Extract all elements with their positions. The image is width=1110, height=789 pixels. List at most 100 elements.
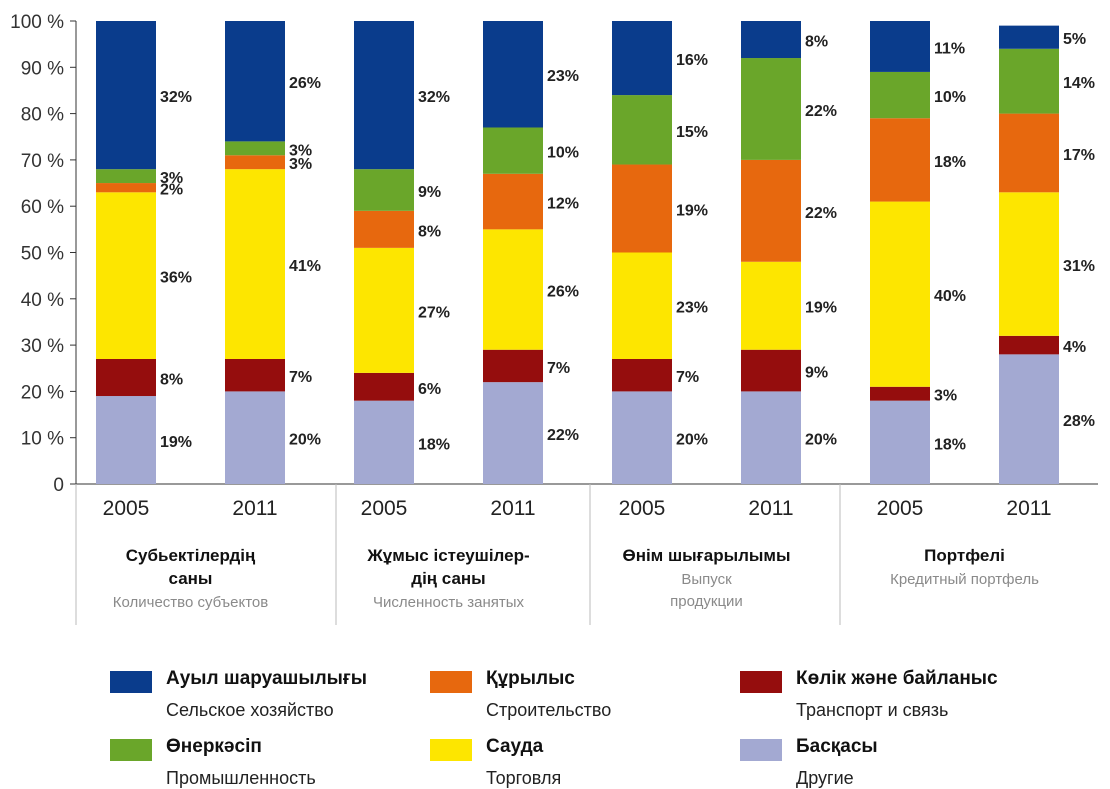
legend-swatch xyxy=(430,739,472,761)
data-label: 16% xyxy=(676,52,708,69)
legend-swatch xyxy=(740,739,782,761)
bar-segment xyxy=(741,261,801,350)
data-label: 3% xyxy=(289,156,312,173)
x-tick-label: 2011 xyxy=(1006,497,1051,520)
group-title-kz: Өнім шығарылымы xyxy=(622,546,790,565)
data-label: 36% xyxy=(160,270,192,287)
data-label: 8% xyxy=(160,372,183,389)
bar-segment xyxy=(483,127,543,174)
data-label: 22% xyxy=(805,205,837,222)
bar-segment xyxy=(483,349,543,383)
group-title-kz: Субьектілердің xyxy=(126,546,256,565)
bar-segment xyxy=(612,164,672,253)
data-label: 20% xyxy=(289,432,321,449)
data-label: 6% xyxy=(418,381,441,398)
bar-segment xyxy=(612,21,672,96)
group-title-ru: Численность занятых xyxy=(373,594,525,611)
legend-label-ru: Торговля xyxy=(486,768,562,788)
data-label: 9% xyxy=(805,365,828,382)
data-label: 7% xyxy=(676,369,699,386)
bar-segment xyxy=(741,391,801,484)
data-label: 20% xyxy=(805,432,837,449)
y-tick-label: 60 % xyxy=(21,197,64,218)
bar-segment xyxy=(225,391,285,484)
bar-segment xyxy=(96,21,156,170)
bar-segment xyxy=(870,386,930,401)
bar-segment xyxy=(483,382,543,484)
bar-segment xyxy=(96,183,156,193)
data-label: 17% xyxy=(1063,147,1095,164)
data-label: 19% xyxy=(805,300,837,317)
group-title-kz: дің саны xyxy=(411,569,485,588)
y-tick-label: 100 % xyxy=(10,12,64,33)
data-label: 8% xyxy=(805,34,828,51)
legend-label-ru: Промышленность xyxy=(166,768,316,788)
group-title-kz: Жұмыс істеушілер- xyxy=(366,546,529,565)
bar-segment xyxy=(612,252,672,359)
data-label: 18% xyxy=(934,436,966,453)
legend-label-ru: Транспорт и связь xyxy=(796,700,949,720)
bar-segment xyxy=(870,201,930,387)
data-label: 20% xyxy=(676,432,708,449)
x-tick-label: 2011 xyxy=(232,497,277,520)
bar-segment xyxy=(999,192,1059,336)
bar-segment xyxy=(741,159,801,262)
group-title-kz: саны xyxy=(169,569,213,588)
y-tick-label: 70 % xyxy=(21,151,64,172)
bar-segment xyxy=(354,247,414,373)
bar-segment xyxy=(999,354,1059,484)
data-label: 22% xyxy=(805,103,837,120)
bar-segment xyxy=(741,58,801,160)
data-label: 32% xyxy=(160,89,192,106)
bar-segment xyxy=(612,391,672,484)
legend-label-ru: Другие xyxy=(796,768,854,788)
legend-swatch xyxy=(430,671,472,693)
stacked-bar-chart: 0 10 % 20 % 30 % 40 % 50 % 60 % 70 % 80 % 90 % 100… xyxy=(10,12,1098,625)
bar-segment xyxy=(96,169,156,184)
data-label: 8% xyxy=(418,223,441,240)
bar-segment xyxy=(225,21,285,142)
bar-segment xyxy=(483,21,543,128)
bar-segment xyxy=(354,372,414,401)
legend-label-kz: Өнеркәсіп xyxy=(166,736,262,757)
y-tick-label: 90 % xyxy=(21,58,64,79)
bar-segment xyxy=(999,25,1059,49)
bar-segment xyxy=(999,48,1059,114)
data-label: 19% xyxy=(676,203,708,220)
legend-label-kz: Көлік және байланыс xyxy=(796,668,998,689)
x-tick-label: 2005 xyxy=(877,497,924,520)
bar-segment xyxy=(483,229,543,350)
y-tick-label: 0 xyxy=(53,475,64,496)
bar-segment xyxy=(96,192,156,359)
x-tick-label: 2011 xyxy=(490,497,535,520)
y-tick-label: 30 % xyxy=(21,336,64,357)
bar-segment xyxy=(354,400,414,484)
data-label: 5% xyxy=(1063,31,1086,48)
data-label: 7% xyxy=(547,360,570,377)
bar-segment xyxy=(999,113,1059,193)
bar-segment xyxy=(870,71,930,119)
data-label: 11% xyxy=(934,40,965,57)
y-tick-label: 10 % xyxy=(21,429,64,450)
data-label: 26% xyxy=(289,75,321,92)
data-label: 23% xyxy=(676,300,708,317)
x-tick-label: 2005 xyxy=(103,497,150,520)
data-label: 28% xyxy=(1063,413,1095,430)
bar-segment xyxy=(225,358,285,392)
data-label: 26% xyxy=(547,284,579,301)
bar-segment xyxy=(225,155,285,170)
bar-segment xyxy=(741,349,801,392)
bar-segment xyxy=(354,210,414,248)
y-tick-label: 50 % xyxy=(21,244,64,265)
group-title-kz: Портфелі xyxy=(924,546,1005,565)
legend-label-ru: Сельское хозяйство xyxy=(166,700,334,720)
data-label: 2% xyxy=(160,182,183,199)
data-label: 23% xyxy=(547,68,579,85)
bar-segment xyxy=(354,21,414,170)
data-label: 41% xyxy=(289,258,321,275)
legend-swatch xyxy=(110,671,152,693)
bar-segment xyxy=(741,21,801,59)
data-label: 12% xyxy=(547,196,579,213)
data-label: 3% xyxy=(160,170,183,187)
bar-segment xyxy=(870,21,930,72)
